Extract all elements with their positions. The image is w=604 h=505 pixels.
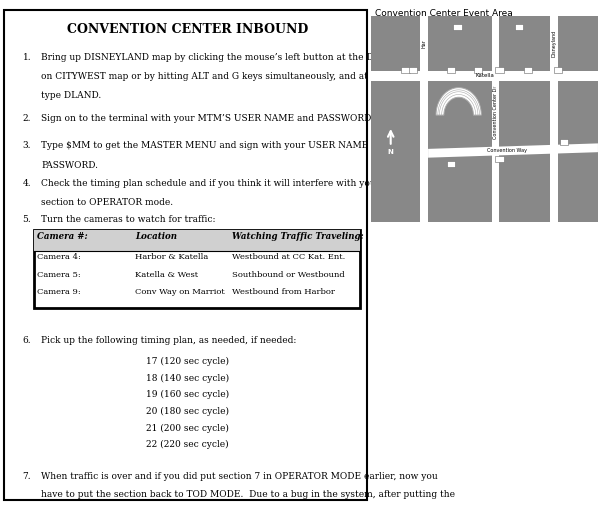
Bar	[550, 16, 558, 222]
Text: section to OPERATOR mode.: section to OPERATOR mode.	[41, 198, 173, 208]
Bar	[34, 230, 359, 308]
Text: 7.: 7.	[22, 472, 31, 481]
Text: 18 (140 sec cycle): 18 (140 sec cycle)	[146, 374, 229, 383]
Text: 21 (200 sec cycle): 21 (200 sec cycle)	[146, 424, 229, 433]
Text: Check the timing plan schedule and if you think it will interfere with your oper: Check the timing plan schedule and if yo…	[41, 179, 449, 188]
Text: 2/1: 2/1	[421, 85, 428, 89]
Text: N: N	[388, 149, 394, 156]
Text: Southbound or Westbound: Southbound or Westbound	[232, 271, 345, 279]
Text: Katella & West: Katella & West	[135, 271, 198, 279]
Text: 5.: 5.	[22, 215, 31, 224]
Text: 6.: 6.	[22, 336, 31, 345]
Text: 22 (220 sec cycle): 22 (220 sec cycle)	[146, 440, 228, 449]
Text: Convention Center Event Area: Convention Center Event Area	[375, 10, 513, 18]
Text: Convention Way: Convention Way	[487, 148, 527, 153]
Bar	[371, 3, 598, 16]
Text: 2/1: 2/1	[551, 85, 557, 89]
Bar	[495, 67, 504, 73]
Text: Camera #:: Camera #:	[37, 232, 88, 241]
Bar	[554, 67, 562, 73]
Text: CONVENTION CENTER INBOUND: CONVENTION CENTER INBOUND	[66, 23, 308, 36]
Text: Har: Har	[422, 39, 426, 48]
Text: Location: Location	[135, 232, 177, 241]
Text: 4.: 4.	[22, 179, 31, 188]
Text: on CITYWEST map or by hitting ALT and G keys simultaneously, and at the blue bar: on CITYWEST map or by hitting ALT and G …	[41, 72, 429, 81]
Text: Disneyland: Disneyland	[552, 30, 557, 58]
Text: 20 (180 sec cycle): 20 (180 sec cycle)	[146, 407, 229, 416]
Text: Westbound at CC Kat. Ent.: Westbound at CC Kat. Ent.	[232, 253, 345, 261]
Text: Type $MM to get the MASTER MENU and sign with your USER NAME and: Type $MM to get the MASTER MENU and sign…	[41, 141, 388, 150]
Bar	[492, 16, 500, 222]
Bar	[495, 156, 504, 162]
Text: Sign on to the terminal with your MTM’S USER NAME and PASSWORD.: Sign on to the terminal with your MTM’S …	[41, 114, 374, 123]
Text: 17 (120 sec cycle): 17 (120 sec cycle)	[146, 357, 229, 366]
Text: 2.: 2.	[22, 114, 31, 123]
Text: type DLAND.: type DLAND.	[41, 91, 101, 100]
Text: have to put the section back to TOD MODE.  Due to a bug in the system, after put: have to put the section back to TOD MODE…	[41, 490, 455, 499]
Text: 3.: 3.	[22, 141, 31, 150]
Text: Bring up DISNEYLAND map by clicking the mouse’s left button at the Disneyland ic: Bring up DISNEYLAND map by clicking the …	[41, 53, 440, 62]
Bar	[454, 24, 461, 30]
Bar	[447, 161, 455, 167]
Text: When traffic is over and if you did put section 7 in OPERATOR MODE earlier, now : When traffic is over and if you did put …	[41, 472, 438, 481]
Text: Convention Center Dr: Convention Center Dr	[493, 86, 498, 139]
Bar	[560, 139, 568, 145]
Bar	[410, 67, 417, 73]
Text: Westbound from Harbor: Westbound from Harbor	[232, 288, 335, 296]
Text: 2/6: 2/6	[492, 85, 499, 89]
Bar	[474, 67, 482, 73]
Bar	[401, 67, 410, 73]
Bar	[524, 67, 532, 73]
Text: PASSWORD.: PASSWORD.	[41, 161, 98, 170]
Text: Conv Way on Marriot: Conv Way on Marriot	[135, 288, 225, 296]
Bar	[371, 71, 598, 81]
Text: Harbor & Katella: Harbor & Katella	[135, 253, 208, 261]
Bar	[515, 24, 523, 30]
Text: Pick up the following timing plan, as needed, if needed:: Pick up the following timing plan, as ne…	[41, 336, 297, 345]
Text: 2/9: 2/9	[421, 162, 428, 166]
Text: Camera 4:: Camera 4:	[37, 253, 82, 261]
Text: Turn the cameras to watch for traffic:: Turn the cameras to watch for traffic:	[41, 215, 216, 224]
Text: Camera 9:: Camera 9:	[37, 288, 81, 296]
Polygon shape	[436, 88, 481, 115]
Text: Watching Traffic Traveling:: Watching Traffic Traveling:	[232, 232, 364, 241]
Bar	[447, 67, 455, 73]
Bar	[34, 230, 359, 251]
Text: Camera 5:: Camera 5:	[37, 271, 81, 279]
Bar	[420, 16, 428, 222]
Text: Katella: Katella	[475, 74, 494, 78]
Text: 1.: 1.	[22, 53, 31, 62]
Polygon shape	[428, 143, 598, 158]
Text: 19 (160 sec cycle): 19 (160 sec cycle)	[146, 390, 229, 399]
